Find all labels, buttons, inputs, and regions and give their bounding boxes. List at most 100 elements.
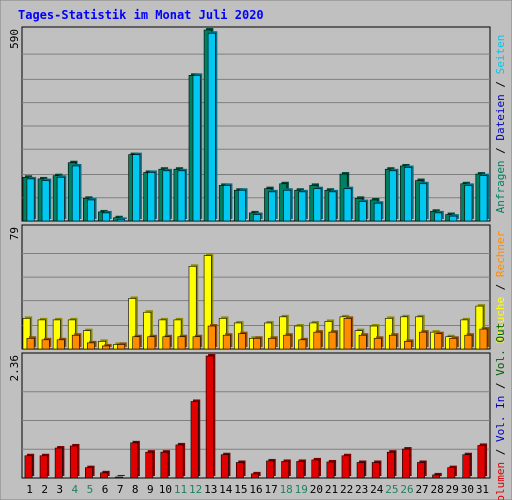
panel-bottom-frame: [21, 352, 491, 479]
bar-rechner-8: [132, 336, 141, 350]
x-tick-label-29: 29: [446, 483, 459, 496]
bar-dateien-9: [147, 172, 156, 222]
bar-volumen-24: [371, 462, 380, 479]
x-tick-label-28: 28: [431, 483, 444, 496]
series-legend-top: Anfragen / Dateien / Seiten: [494, 35, 507, 214]
bar-rechner-3: [56, 339, 65, 350]
bar-dateien-2: [41, 180, 50, 222]
bar-shadow: [117, 474, 125, 476]
x-tick-label-14: 14: [219, 483, 233, 496]
bar-volumen-19: [296, 461, 305, 479]
bar-besuche-5: [83, 330, 91, 350]
legend-entry: Dateien: [494, 94, 507, 140]
bar-volumen-30: [462, 454, 471, 479]
bar-volumen-14: [220, 454, 229, 479]
x-tick-label-4: 4: [72, 483, 79, 496]
x-tick-label-11: 11: [174, 483, 187, 496]
x-tick-label-20: 20: [310, 483, 323, 496]
bar-rechner-9: [147, 336, 156, 350]
bar-volumen-6: [100, 472, 108, 479]
bar-volumen-15: [235, 462, 244, 479]
legend-entry: /: [494, 141, 507, 161]
bar-rechner-22: [343, 318, 352, 350]
bar-volumen-26: [402, 448, 410, 479]
bar-rechner-6: [102, 345, 110, 350]
bar-volumen-29: [447, 467, 456, 479]
bar-rechner-1: [26, 337, 35, 350]
bar-dateien-30: [464, 185, 473, 222]
bar-dateien-26: [404, 167, 412, 222]
panel-middle: 79 Besuche / Rechner: [8, 224, 507, 350]
bar-volumen-31: [477, 445, 486, 479]
bar-dateien-14: [222, 185, 231, 222]
bar-dateien-6: [102, 212, 110, 222]
x-tick-label-16: 16: [249, 483, 262, 496]
x-tick-label-26: 26: [400, 483, 413, 496]
legend-entry: /: [494, 277, 507, 297]
bar-dateien-7: [117, 219, 126, 222]
x-tick-label-15: 15: [234, 483, 247, 496]
bar-volumen-18: [281, 461, 290, 479]
panel-middle-frame: [21, 224, 491, 350]
x-tick-label-19: 19: [295, 483, 308, 496]
bar-dateien-13: [207, 32, 216, 222]
chart-panels: 590 Anfragen / Dateien / Seiten 79 Besuche …: [8, 26, 507, 500]
bar-volumen-4: [69, 445, 78, 479]
bar-volumen-17: [266, 460, 275, 479]
x-tick-label-3: 3: [56, 483, 63, 496]
x-tick-label-30: 30: [461, 483, 474, 496]
x-tick-label-10: 10: [159, 483, 172, 496]
bar-rechner-13: [207, 325, 216, 350]
bar-rechner-10: [162, 336, 171, 350]
series-legend-bottom: Volumen / Vol. In / Vol. Out: [494, 323, 507, 500]
bar-dateien-23: [358, 201, 367, 222]
bar-dateien-27: [419, 183, 427, 222]
bar-dateien-19: [298, 191, 307, 222]
bar-dateien-1: [26, 178, 35, 222]
legend-entry: Besuche: [494, 297, 507, 343]
legend-entry: /: [494, 376, 507, 396]
bar-shadow: [104, 343, 112, 347]
x-tick-label-18: 18: [280, 483, 293, 496]
bar-rechner-25: [388, 334, 397, 350]
bar-dateien-5: [87, 199, 95, 222]
bar-dateien-18: [283, 189, 292, 222]
bar-rechner-17: [268, 337, 277, 350]
legend-entry: Rechner: [494, 230, 507, 277]
legend-entry: Vol. In: [494, 396, 507, 442]
legend-entry: Seiten: [494, 35, 507, 75]
bar-besuche-11: [173, 319, 182, 350]
bar-volumen-10: [160, 451, 169, 479]
bar-dateien-25: [388, 170, 397, 222]
x-axis-labels: 1 2 3 4 5 6 7 8 9 10 11 12 13 14 15 16 17 18 19 20 21 22 23 24 2…: [26, 483, 489, 496]
y-axis-max-label-middle: 79: [8, 227, 21, 240]
bar-besuche-1: [22, 318, 31, 350]
x-tick-label-27: 27: [415, 483, 428, 496]
bar-volumen-5: [85, 467, 93, 479]
bar-dateien-20: [313, 188, 322, 222]
legend-entry: Vol. Out: [494, 323, 507, 376]
bar-besuche-12: [188, 265, 197, 350]
bar-shadow: [115, 215, 123, 219]
y-axis-max-label-top: 590: [8, 29, 21, 49]
bar-besuche-18: [279, 316, 288, 350]
bar-rechner-23: [358, 334, 367, 350]
x-tick-label-21: 21: [325, 483, 338, 496]
bar-rechner-7: [117, 344, 126, 350]
x-tick-label-23: 23: [355, 483, 368, 496]
bar-rechner-26: [404, 341, 412, 350]
bar-besuche-9: [143, 311, 152, 350]
x-tick-label-7: 7: [117, 483, 124, 496]
bar-volumen-13: [205, 355, 214, 479]
bar-besuche-3: [52, 319, 61, 350]
bar-dateien-3: [56, 176, 65, 222]
bar-dateien-29: [449, 215, 458, 222]
panel-bottom: 2.36 Volumen / Vol. In / Vol. Out: [8, 323, 507, 500]
bar-volumen-12: [190, 401, 199, 479]
x-tick-label-31: 31: [476, 483, 489, 496]
bar-dateien-21: [328, 191, 337, 222]
bar-besuche-8: [128, 298, 137, 350]
bar-volumen-8: [130, 442, 139, 479]
bar-rechner-2: [41, 339, 50, 350]
bar-dateien-31: [479, 175, 488, 222]
